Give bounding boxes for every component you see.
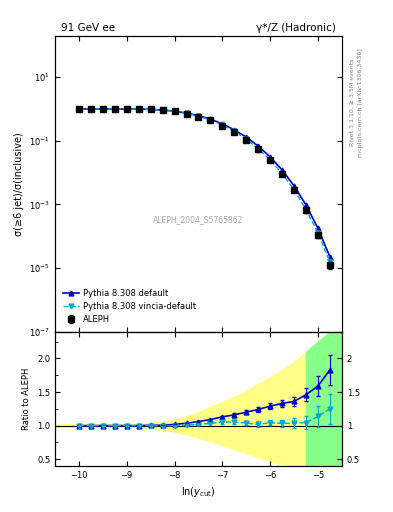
Pythia 8.308 vincia-default [244,136,249,142]
Pythia 8.308 default [101,106,105,112]
Pythia 8.308 default [125,106,129,112]
Pythia 8.308 vincia-default [160,107,165,113]
Pythia 8.308 default [196,113,201,119]
Pythia 8.308 default [112,106,117,112]
Pythia 8.308 vincia-default [220,122,225,128]
Pythia 8.308 vincia-default [316,230,320,236]
Legend: Pythia 8.308 default, Pythia 8.308 vincia-default, ALEPH: Pythia 8.308 default, Pythia 8.308 vinci… [59,285,200,327]
Pythia 8.308 vincia-default [88,106,93,112]
Pythia 8.308 vincia-default [184,111,189,117]
Pythia 8.308 vincia-default [77,106,81,112]
Pythia 8.308 default [184,110,189,116]
Text: Rivet 3.1.10, ≥ 3.5M events: Rivet 3.1.10, ≥ 3.5M events [350,59,355,146]
Pythia 8.308 vincia-default [256,146,261,152]
Pythia 8.308 default [232,127,237,133]
Line: Pythia 8.308 vincia-default: Pythia 8.308 vincia-default [77,106,332,265]
Pythia 8.308 vincia-default [328,259,332,265]
Y-axis label: Ratio to ALEPH: Ratio to ALEPH [22,368,31,430]
Pythia 8.308 vincia-default [136,106,141,112]
Pythia 8.308 vincia-default [148,106,153,113]
Pythia 8.308 vincia-default [172,109,177,115]
Y-axis label: σ(≥6 jet)/σ(inclusive): σ(≥6 jet)/σ(inclusive) [14,132,24,236]
Pythia 8.308 default [136,106,141,112]
Pythia 8.308 vincia-default [280,170,285,177]
Line: Pythia 8.308 default: Pythia 8.308 default [77,106,332,260]
Pythia 8.308 default [280,167,285,173]
Pythia 8.308 default [328,254,332,260]
Text: γ*/Z (Hadronic): γ*/Z (Hadronic) [256,23,336,33]
Pythia 8.308 vincia-default [232,128,237,134]
Pythia 8.308 vincia-default [112,106,117,112]
Pythia 8.308 default [292,183,296,189]
Pythia 8.308 default [220,121,225,127]
Pythia 8.308 default [268,154,273,160]
Pythia 8.308 vincia-default [268,157,273,163]
Pythia 8.308 vincia-default [125,106,129,112]
Pythia 8.308 default [88,106,93,112]
Text: 91 GeV ee: 91 GeV ee [61,23,115,33]
Pythia 8.308 vincia-default [196,113,201,119]
Pythia 8.308 default [244,134,249,140]
Pythia 8.308 default [256,143,261,149]
Pythia 8.308 default [160,107,165,113]
Text: mcplots.cern.ch [arXiv:1306.3436]: mcplots.cern.ch [arXiv:1306.3436] [358,48,363,157]
Pythia 8.308 default [148,106,153,113]
X-axis label: $\ln(y_{\rm cut})$: $\ln(y_{\rm cut})$ [181,485,216,499]
Pythia 8.308 default [172,108,177,114]
Pythia 8.308 vincia-default [208,117,213,123]
Pythia 8.308 default [208,116,213,122]
Pythia 8.308 vincia-default [292,186,296,193]
Pythia 8.308 vincia-default [101,106,105,112]
Pythia 8.308 vincia-default [304,207,309,213]
Pythia 8.308 default [316,225,320,231]
Pythia 8.308 default [304,202,309,208]
Text: ALEPH_2004_S5765862: ALEPH_2004_S5765862 [153,215,244,224]
Pythia 8.308 default [77,106,81,112]
